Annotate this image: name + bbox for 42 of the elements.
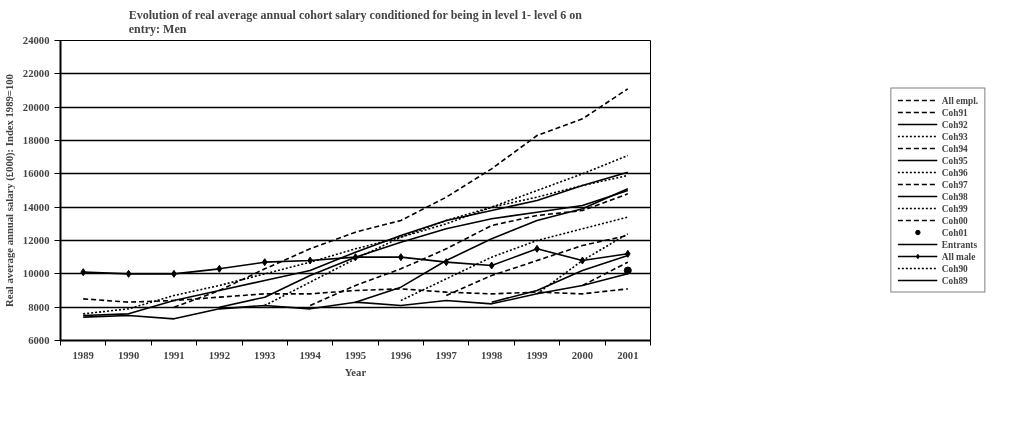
x-tick-label: 1991 — [163, 349, 185, 361]
y-tick-label: 24000 — [22, 35, 50, 46]
y-tick-label: 14000 — [22, 201, 50, 213]
x-axis-title: Year — [344, 366, 367, 378]
chart-title: Evolution of real average annual cohort salary conditioned for being in level 1- level 6 on entry: Men — [128, 7, 583, 36]
y-tick-label: 12000 — [22, 235, 50, 246]
y-tick-label: 16000 — [22, 168, 50, 180]
y-tick-label: 6000 — [28, 335, 50, 346]
legend-label: Coh93 — [941, 130, 968, 142]
y-axis-title: Real average annual salary (£000): Index 1989=100 — [3, 74, 16, 307]
y-tick-label: 8000 — [28, 301, 50, 313]
y-tick-label: 10000 — [22, 268, 50, 280]
legend-label: Coh01 — [941, 226, 968, 238]
x-tick-label: 2001 — [617, 349, 639, 361]
x-tick-label: 2000 — [571, 349, 594, 361]
legend-label: Coh90 — [941, 262, 968, 274]
legend-label: Coh97 — [941, 178, 968, 190]
x-tick-label: 1995 — [344, 349, 367, 361]
y-tick-label: 18000 — [22, 135, 50, 146]
legend-label: All empl. — [941, 94, 979, 106]
legend-label: Coh00 — [941, 214, 968, 226]
y-tick-label: 22000 — [22, 68, 50, 80]
legend-label: Coh96 — [941, 166, 968, 178]
y-tick-label: 20000 — [22, 101, 50, 113]
x-tick-label: 1994 — [299, 349, 322, 361]
legend-label: All male — [941, 250, 976, 262]
x-tick-label: 1996 — [390, 349, 413, 361]
legend-label: Entrants — [941, 238, 978, 250]
legend-label: Coh98 — [941, 190, 968, 202]
x-tick-label: 1993 — [254, 349, 276, 361]
x-tick-label: 1997 — [435, 349, 458, 361]
legend-label: Coh91 — [941, 106, 968, 118]
legend-label: Coh94 — [941, 142, 968, 154]
x-tick-label: 1989 — [72, 349, 94, 361]
legend-label: Coh99 — [941, 202, 968, 214]
legend-label: Coh89 — [941, 274, 968, 286]
x-tick-label: 1999 — [526, 349, 548, 361]
legend-label: Coh92 — [941, 118, 968, 130]
x-tick-label: 1990 — [117, 349, 140, 361]
x-tick-label: 1992 — [208, 349, 230, 361]
legend-label: Coh95 — [941, 154, 968, 166]
x-tick-label: 1998 — [481, 349, 503, 361]
